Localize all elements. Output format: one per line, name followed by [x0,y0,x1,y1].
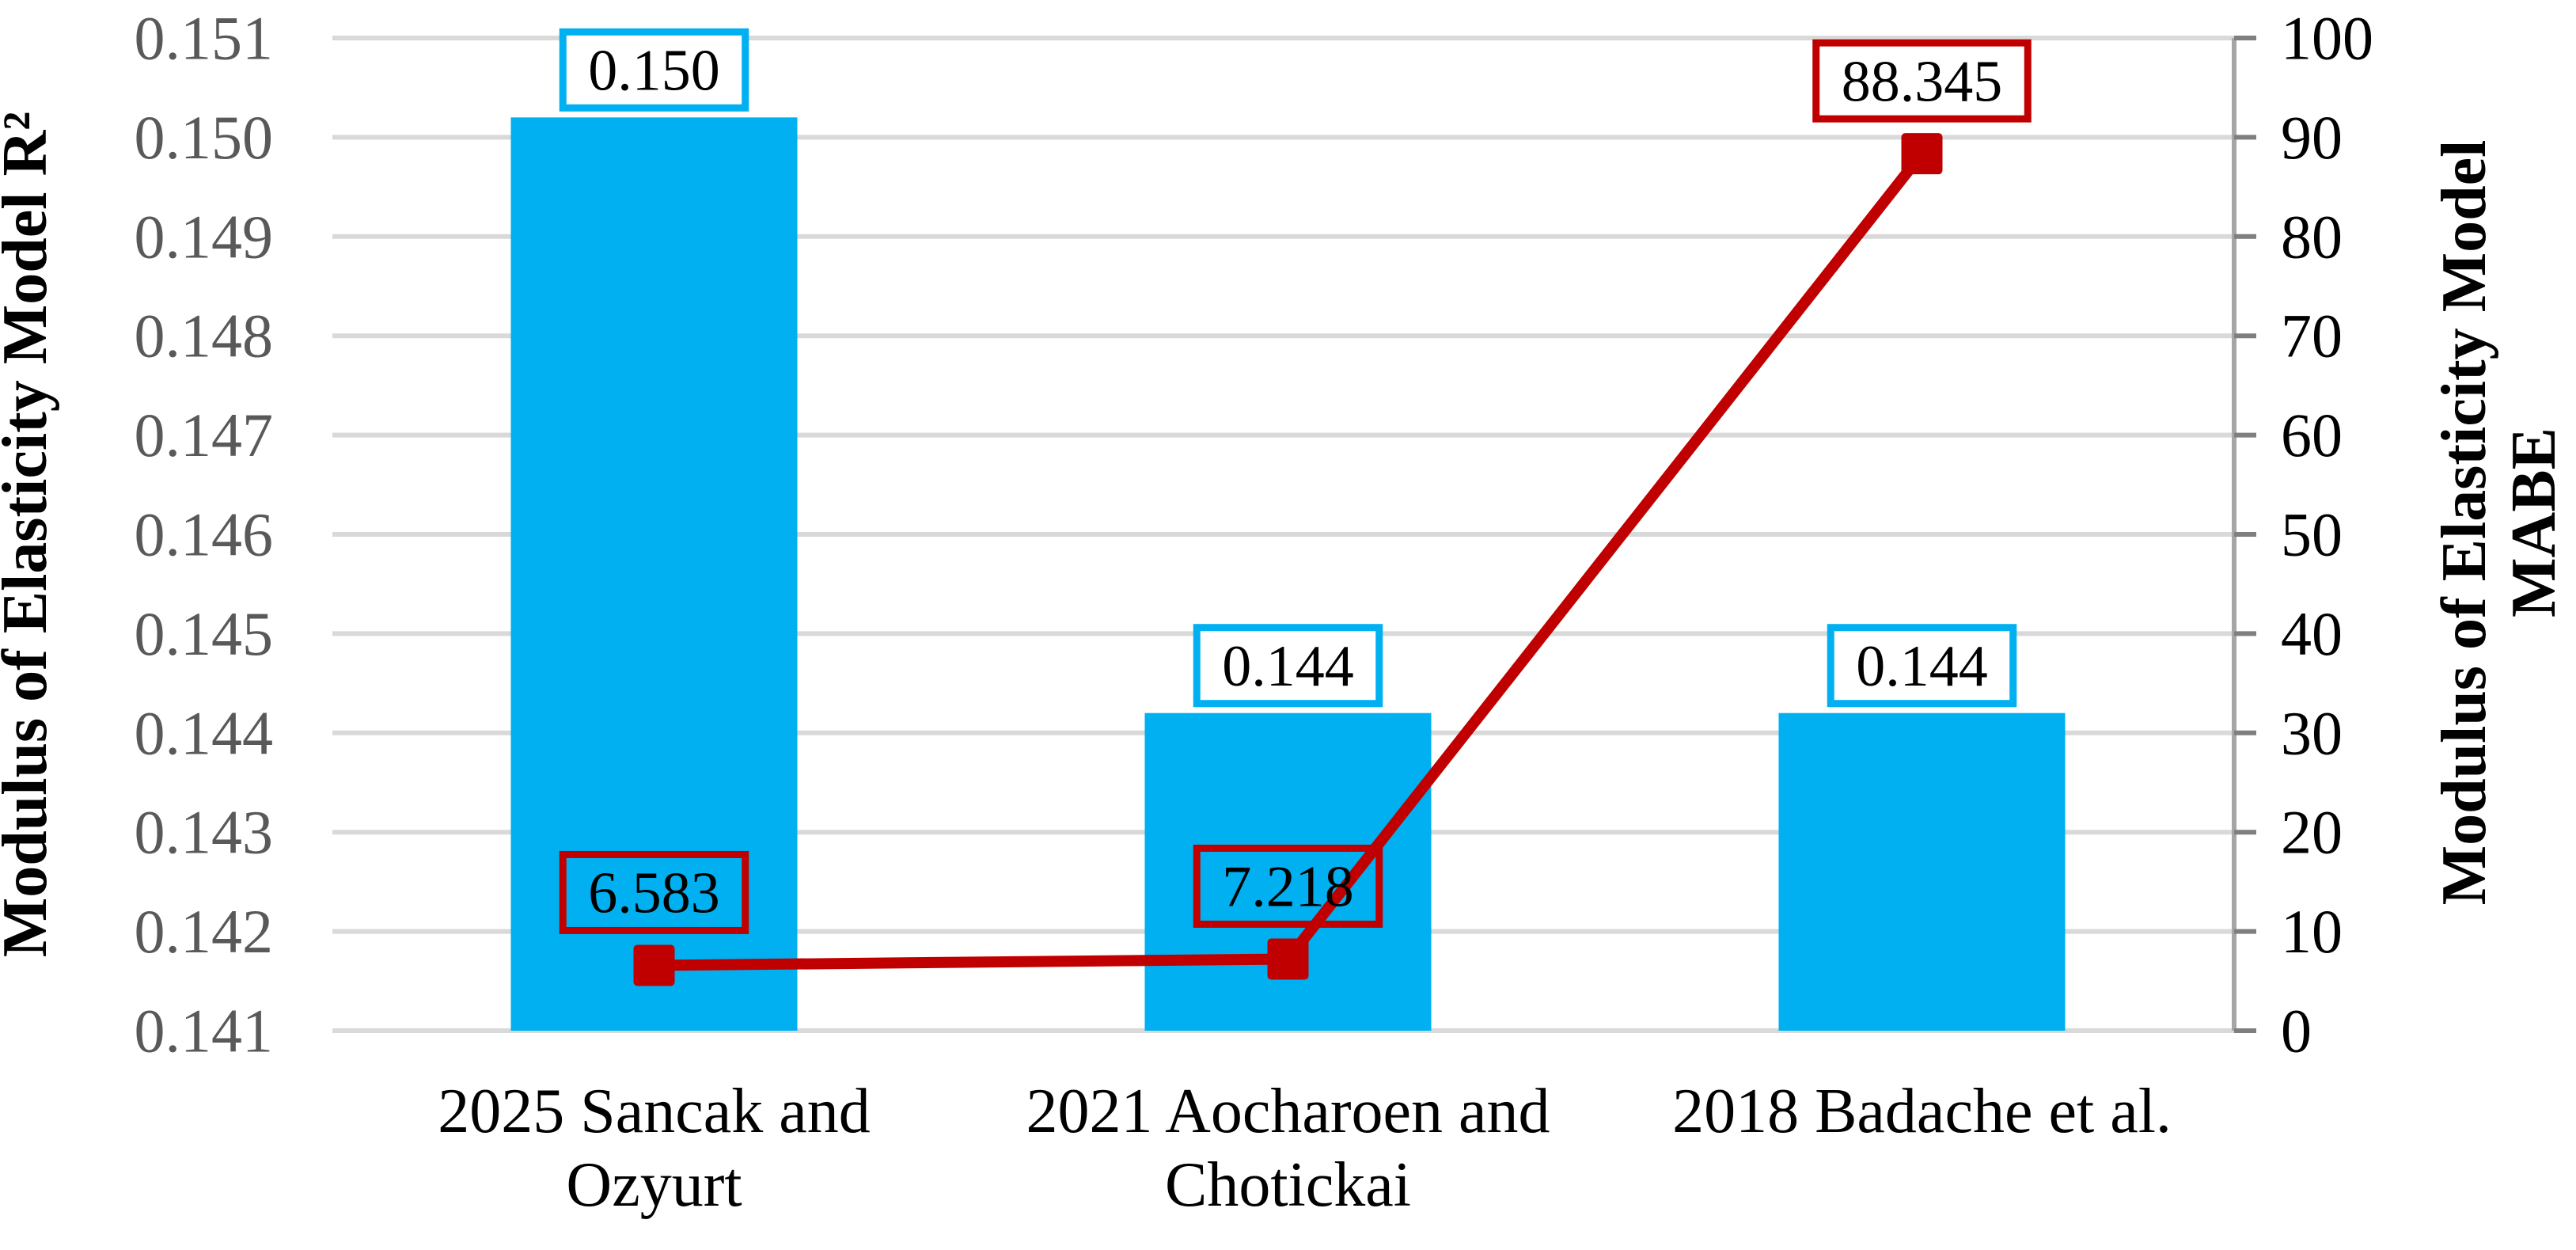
right-axis-tick-label: 60 [2281,401,2343,469]
category-label: 2021 Aocharoen and [1026,1077,1550,1146]
left-axis-tick-label: 0.147 [135,401,274,469]
category-label: Chotickai [1165,1150,1411,1220]
mabe-line-marker [1267,938,1309,980]
left-axis-title: Modulus of Elasticity Model R² [0,112,60,957]
bar-data-label: 0.144 [1222,634,1354,699]
left-axis-tick-label: 0.151 [135,4,274,73]
right-axis-tick-label: 30 [2281,698,2343,767]
right-axis-tick-label: 40 [2281,599,2343,668]
mabe-line-marker [633,944,675,986]
bar [1778,712,2066,1031]
line-data-label-box [559,850,749,934]
mabe-line-marker [1901,133,1943,175]
line-data-label: 6.583 [588,861,720,926]
bar-data-label: 0.150 [588,38,720,103]
bar [510,117,798,1031]
bar-data-label-box [559,28,749,112]
line-data-label-box [1193,844,1383,928]
left-axis-tick-label: 0.146 [135,500,274,569]
left-axis-tick-label: 0.143 [135,798,274,867]
left-axis-tick-label: 0.148 [135,302,274,370]
left-axis-tick-label: 0.142 [135,897,274,966]
right-axis-title-line: MABE [2499,427,2569,617]
left-axis-tick-label: 0.149 [135,202,274,271]
right-axis-tick-label: 20 [2281,798,2343,867]
left-axis-tick-label: 0.144 [135,698,274,767]
line-data-label: 7.218 [1222,855,1354,920]
right-axis-tick-label: 10 [2281,897,2343,966]
category-label: 2018 Badache et al. [1672,1077,2172,1146]
right-axis-tick-label: 0 [2281,997,2312,1066]
left-axis-tick-label: 0.141 [135,997,274,1066]
left-axis-tick-label: 0.150 [135,103,274,172]
right-axis-tick-label: 50 [2281,500,2343,569]
bar-data-label: 0.144 [1856,634,1988,699]
line-data-label: 88.345 [1842,49,2003,114]
category-label: 2025 Sancak and [438,1077,871,1146]
left-axis-tick-label: 0.145 [135,599,274,668]
line-data-label-box [1812,39,2032,123]
bar-data-label-box [1827,624,2017,708]
right-axis-tick-label: 80 [2281,202,2343,271]
right-axis-tick-label: 90 [2281,103,2343,172]
category-label: Ozyurt [566,1150,742,1220]
right-axis-tick-label: 70 [2281,302,2343,370]
right-axis-title-line: Modulus of Elasticity Model [2430,140,2499,906]
right-axis-tick-label: 100 [2281,4,2373,73]
bar-data-label-box [1193,624,1383,708]
